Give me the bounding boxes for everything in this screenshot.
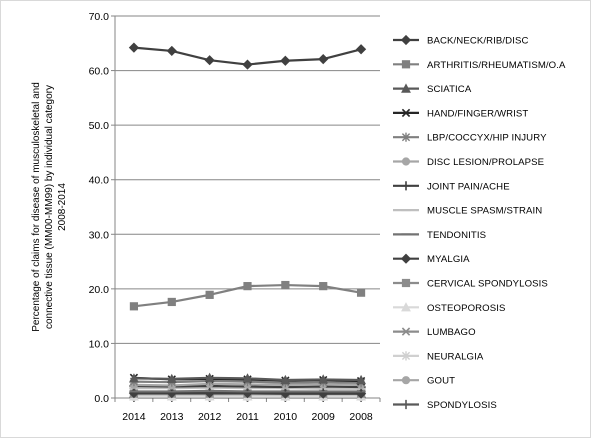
x-tick-label: 2010 xyxy=(274,411,298,423)
legend-label: MUSCLE SPASM/STRAIN xyxy=(427,206,542,217)
legend-item: LBP/COCCYX/HIP INJURY xyxy=(393,132,547,144)
legend-item: TENDONITIS xyxy=(393,230,486,241)
legend-marker xyxy=(400,34,412,46)
legend-marker xyxy=(401,132,411,142)
legend-label: GOUT xyxy=(427,376,455,387)
legend-marker xyxy=(400,253,412,264)
series-back-neck-rib-disc xyxy=(128,42,367,70)
gridlines xyxy=(115,15,380,344)
data-point xyxy=(319,282,328,291)
legend-marker xyxy=(401,399,411,410)
y-tick-label: 0.0 xyxy=(94,393,109,405)
y-axis-label-line: connective tissue (MM00-MM99) by individ… xyxy=(44,85,55,329)
legend-marker xyxy=(401,376,411,385)
legend-label: JOINT PAIN/ACHE xyxy=(427,181,510,192)
x-tick-label: 2014 xyxy=(122,411,146,423)
legend-label: LUMBAGO xyxy=(427,327,476,338)
legend-label: HAND/FINGER/WRIST xyxy=(427,108,528,119)
legend-label: ARTHRITIS/RHEUMATISM/O.A xyxy=(427,60,566,71)
data-point xyxy=(205,290,214,299)
legend-item: OSTEOPOROSIS xyxy=(393,302,506,314)
legend-label: TENDONITIS xyxy=(427,230,486,241)
legend-item: HAND/FINGER/WRIST xyxy=(393,108,528,119)
data-point xyxy=(242,373,253,383)
legend-item: SCIATICA xyxy=(393,83,472,95)
data-point xyxy=(166,373,177,383)
x-tick-label: 2012 xyxy=(198,411,222,423)
y-tick-label: 20.0 xyxy=(89,284,110,296)
legend-marker xyxy=(401,60,411,69)
legend-label: SCIATICA xyxy=(427,84,472,95)
series-arthritis-rheumatism-o-a xyxy=(129,280,366,311)
data-point xyxy=(166,45,177,57)
y-tick-label: 50.0 xyxy=(89,120,110,132)
x-tick-label: 2009 xyxy=(312,411,336,423)
x-tick-label: 2013 xyxy=(160,411,184,423)
y-tick-label: 40.0 xyxy=(89,175,110,187)
data-point xyxy=(128,373,139,383)
series-lines xyxy=(128,42,367,403)
data-point xyxy=(242,59,253,70)
data-point xyxy=(355,44,367,55)
legend-marker xyxy=(401,351,411,361)
data-point xyxy=(243,282,252,291)
series-tendonitis xyxy=(129,389,366,393)
y-tick-label: 30.0 xyxy=(89,229,110,241)
data-point xyxy=(280,374,291,385)
data-point xyxy=(204,55,215,66)
legend-item: DISC LESION/PROLAPSE xyxy=(393,157,544,168)
legend-item: GOUT xyxy=(393,376,455,387)
axes: 0.0 10.0 20.0 30.0 40.0 50.0 60.0 70.0 2014 2013 2… xyxy=(89,11,381,423)
data-point xyxy=(280,55,291,66)
legend-marker xyxy=(401,83,411,93)
data-point xyxy=(356,288,366,297)
legend: BACK/NECK/RIB/DISC ARTHRITIS/RHEUMATISM/O… xyxy=(393,34,566,411)
legend-item: NEURALGIA xyxy=(393,351,484,362)
data-point xyxy=(167,297,176,307)
data-point xyxy=(204,372,215,382)
legend-marker xyxy=(401,108,411,118)
legend-item: ARTHRITIS/RHEUMATISM/O.A xyxy=(393,60,566,71)
legend-marker xyxy=(401,278,411,288)
x-tick-label: 2008 xyxy=(349,411,373,423)
legend-item: LUMBAGO xyxy=(393,327,476,338)
y-axis-label-line: Percentage of claims for disease of musc… xyxy=(31,82,42,332)
legend-label: OSTEOPOROSIS xyxy=(427,303,506,314)
legend-marker xyxy=(401,157,411,166)
series-sciatica xyxy=(128,372,367,385)
y-axis-label: Percentage of claims for disease of musc… xyxy=(31,82,68,332)
y-tick-label: 10.0 xyxy=(89,338,110,350)
data-point xyxy=(318,374,329,384)
data-point xyxy=(356,374,367,385)
legend-label: NEURALGIA xyxy=(427,351,484,362)
legend-label: CERVICAL SPONDYLOSIS xyxy=(427,279,548,290)
legend-label: MYALGIA xyxy=(427,254,470,265)
legend-marker xyxy=(401,327,411,336)
legend-label: BACK/NECK/RIB/DISC xyxy=(427,36,529,47)
y-axis-label-line: 2008-2014 xyxy=(57,183,68,231)
legend-item: BACK/NECK/RIB/DISC xyxy=(393,34,529,47)
y-tick-label: 70.0 xyxy=(89,11,110,23)
legend-marker xyxy=(401,302,411,312)
y-axis-title: Percentage of claims for disease of musc… xyxy=(31,82,68,332)
legend-item: SPONDYLOSIS xyxy=(393,399,497,411)
y-tick-label: 60.0 xyxy=(89,66,110,78)
legend-label: LBP/COCCYX/HIP INJURY xyxy=(427,133,547,144)
legend-label: DISC LESION/PROLAPSE xyxy=(427,157,544,168)
legend-label: SPONDYLOSIS xyxy=(427,400,497,411)
legend-item: MUSCLE SPASM/STRAIN xyxy=(393,206,542,217)
data-point xyxy=(318,54,329,65)
legend-marker xyxy=(401,181,411,191)
legend-item: MYALGIA xyxy=(393,253,470,265)
data-point xyxy=(281,280,290,290)
data-point xyxy=(129,302,139,311)
x-tick-label: 2011 xyxy=(236,411,259,423)
legend-item: JOINT PAIN/ACHE xyxy=(393,181,510,192)
data-point xyxy=(128,42,140,53)
legend-item: CERVICAL SPONDYLOSIS xyxy=(393,279,548,290)
